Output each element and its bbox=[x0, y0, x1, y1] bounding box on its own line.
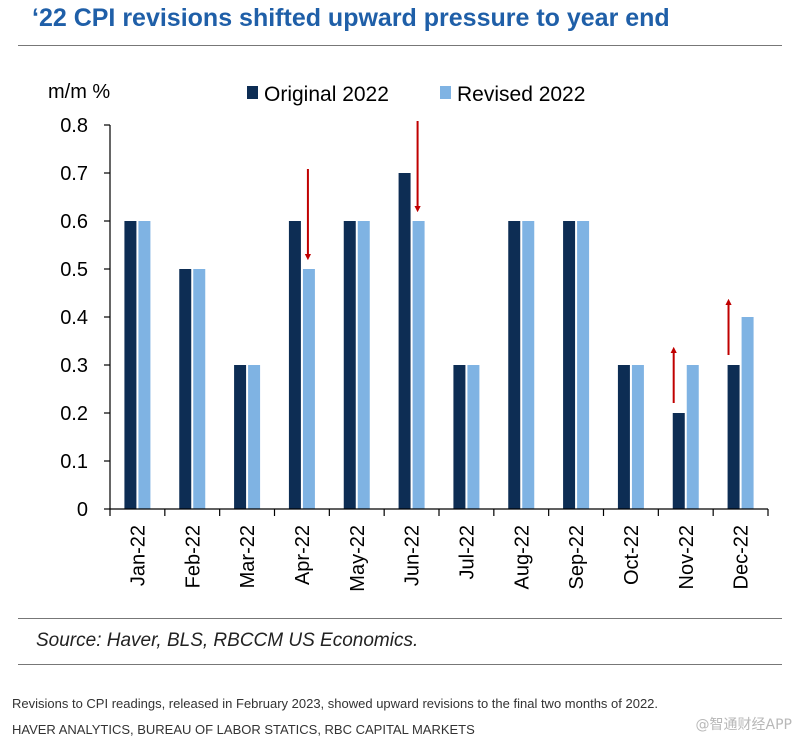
bars bbox=[124, 173, 754, 509]
cpi-bar-chart: Original 2022 Revised 2022 m/m % 0 0.1 0.2 0.… bbox=[48, 81, 769, 592]
bar-original-aug-22 bbox=[508, 221, 521, 509]
y-tick-label: 0.3 bbox=[60, 355, 88, 377]
x-tick-label: Sep-22 bbox=[566, 525, 588, 590]
source-note: Source: Haver, BLS, RBCCM US Economics. bbox=[36, 630, 419, 651]
y-tick-label: 0.7 bbox=[60, 163, 88, 185]
chart-title: ‘22 CPI revisions shifted upward pressur… bbox=[32, 4, 670, 32]
y-tick-label: 0.2 bbox=[60, 403, 88, 425]
bar-revised-feb-22 bbox=[193, 269, 206, 509]
source-divider bbox=[18, 618, 782, 619]
bar-original-jan-22 bbox=[124, 221, 137, 509]
bar-original-nov-22 bbox=[672, 413, 685, 509]
y-tick-label: 0 bbox=[77, 499, 88, 521]
bar-revised-nov-22 bbox=[686, 365, 699, 509]
x-tick-label: Dec-22 bbox=[731, 525, 753, 589]
bar-original-jul-22 bbox=[453, 365, 466, 509]
x-tick-label: Mar-22 bbox=[237, 525, 259, 588]
x-tick-label: May-22 bbox=[347, 525, 369, 592]
legend: Original 2022 Revised 2022 bbox=[247, 83, 585, 106]
y-tick-label: 0.4 bbox=[60, 307, 88, 329]
title-divider bbox=[18, 45, 782, 46]
bar-original-feb-22 bbox=[179, 269, 192, 509]
y-tick-label: 0.5 bbox=[60, 259, 88, 281]
y-tick-label: 0.8 bbox=[60, 115, 88, 137]
y-axis: m/m % 0 0.1 0.2 0.3 0.4 0.5 0.6 0.7 0.8 bbox=[48, 81, 111, 521]
legend-swatch bbox=[247, 86, 258, 99]
x-tick-label: Jun-22 bbox=[402, 525, 424, 586]
bar-revised-apr-22 bbox=[302, 269, 315, 509]
x-axis: Jan-22 Feb-22 Mar-22 Apr-22 May-22 Jun-22 Jul-… bbox=[109, 508, 769, 592]
x-tick-label: Nov-22 bbox=[676, 525, 698, 589]
bar-revised-may-22 bbox=[357, 221, 370, 509]
revision-arrows bbox=[304, 121, 732, 403]
bar-revised-oct-22 bbox=[631, 365, 644, 509]
y-tick-label: 0.1 bbox=[60, 451, 88, 473]
legend-swatch bbox=[440, 86, 451, 99]
credit-line: Haver Analytics, Bureau of Labor Statics… bbox=[12, 722, 475, 737]
bar-original-sep-22 bbox=[563, 221, 576, 509]
x-tick-label: Jan-22 bbox=[127, 525, 149, 586]
x-tick-label: Apr-22 bbox=[292, 525, 314, 585]
bar-original-jun-22 bbox=[398, 173, 411, 509]
bar-original-may-22 bbox=[343, 221, 356, 509]
bar-revised-dec-22 bbox=[741, 317, 754, 509]
caption: Revisions to CPI readings, released in F… bbox=[12, 696, 659, 711]
y-axis-label: m/m % bbox=[48, 81, 110, 103]
x-tick-label: Feb-22 bbox=[182, 525, 204, 588]
bar-original-oct-22 bbox=[617, 365, 630, 509]
legend-label: Revised 2022 bbox=[457, 83, 585, 106]
bar-revised-jan-22 bbox=[138, 221, 151, 509]
y-tick-label: 0.6 bbox=[60, 211, 88, 233]
bar-revised-sep-22 bbox=[577, 221, 590, 509]
watermark: @智通财经APP bbox=[695, 717, 792, 733]
bar-revised-mar-22 bbox=[248, 365, 261, 509]
legend-label: Original 2022 bbox=[264, 83, 389, 106]
bar-original-apr-22 bbox=[288, 221, 301, 509]
x-tick-label: Aug-22 bbox=[511, 525, 533, 590]
bar-revised-aug-22 bbox=[522, 221, 535, 509]
source-bottom-divider bbox=[18, 664, 782, 665]
bar-original-mar-22 bbox=[234, 365, 247, 509]
x-tick-label: Jul-22 bbox=[456, 525, 478, 579]
bar-original-dec-22 bbox=[727, 365, 740, 509]
bar-revised-jul-22 bbox=[467, 365, 480, 509]
x-tick-label: Oct-22 bbox=[621, 525, 643, 585]
bar-revised-jun-22 bbox=[412, 221, 425, 509]
